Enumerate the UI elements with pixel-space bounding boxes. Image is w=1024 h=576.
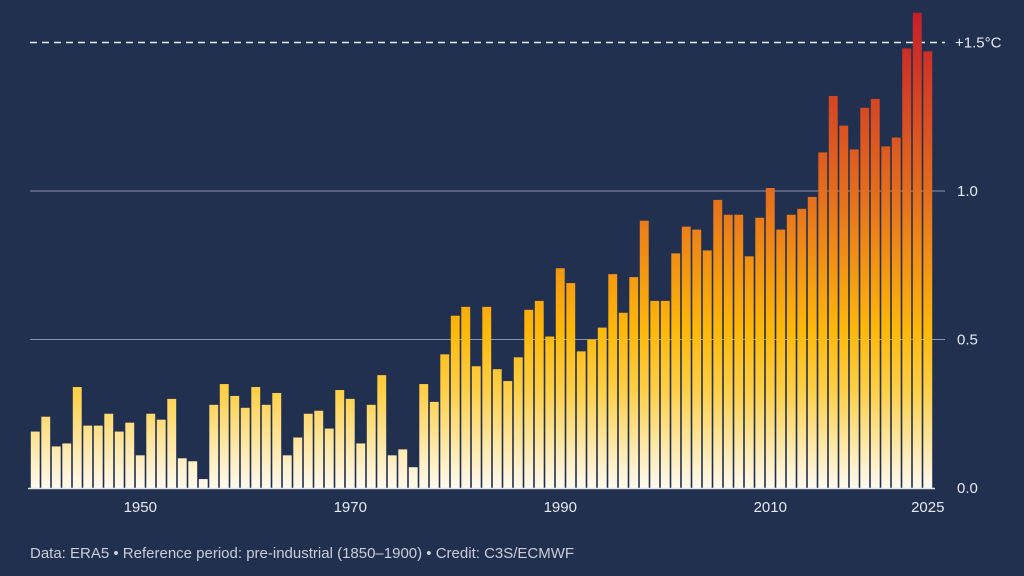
bar-1956	[198, 479, 208, 488]
bar-2024	[912, 12, 922, 489]
x-tick-label: 2025	[911, 499, 944, 516]
bar-2001	[671, 253, 681, 488]
bar-2022	[891, 137, 901, 489]
bar-1959	[230, 395, 240, 488]
bar-1990	[555, 268, 565, 488]
bar-2006	[723, 214, 733, 488]
bar-2021	[881, 146, 891, 488]
bar-1971	[356, 443, 366, 488]
bar-1940	[30, 431, 40, 488]
bar-2015	[818, 152, 828, 488]
bar-1976	[408, 467, 418, 488]
bar-1978	[429, 401, 439, 488]
bar-2012	[786, 214, 796, 488]
bar-1998	[639, 220, 649, 488]
bar-1973	[377, 375, 387, 488]
y-tick-label: 0.0	[957, 480, 978, 497]
bar-1955	[188, 461, 198, 488]
bar-2023	[902, 48, 912, 488]
bar-1997	[629, 277, 639, 488]
reference-label: +1.5°C	[955, 35, 1002, 52]
bar-1948	[114, 431, 124, 488]
bar-2002	[681, 226, 691, 488]
x-tick-label: 2010	[754, 499, 787, 516]
bar-2016	[828, 95, 838, 489]
bar-2003	[692, 229, 702, 489]
bar-1980	[450, 315, 460, 488]
bar-1969	[335, 389, 345, 488]
bar-2018	[849, 149, 859, 489]
bar-2013	[797, 208, 807, 488]
bar-1944	[72, 387, 82, 488]
bar-1972	[366, 404, 376, 488]
bar-1991	[566, 283, 576, 488]
bar-1989	[545, 336, 555, 488]
bar-2017	[839, 125, 849, 488]
bar-1952	[156, 419, 166, 488]
bar-1993	[587, 339, 597, 488]
bar-1975	[398, 449, 408, 488]
bar-1974	[387, 455, 397, 488]
bar-1950	[135, 455, 145, 488]
bar-1983	[482, 306, 492, 488]
bar-1954	[177, 458, 187, 488]
bar-1992	[576, 351, 586, 488]
bar-1964	[282, 455, 292, 488]
bar-1967	[314, 410, 324, 488]
bar-1982	[471, 366, 481, 488]
bar-2008	[744, 256, 754, 488]
bar-2007	[734, 214, 744, 488]
bar-1986	[513, 357, 523, 488]
bar-1963	[272, 392, 282, 488]
bar-1947	[104, 413, 114, 488]
bar-1977	[419, 384, 429, 488]
bar-1961	[251, 387, 261, 488]
bar-1957	[209, 404, 219, 488]
bar-1979	[440, 354, 450, 488]
bar-1985	[503, 381, 513, 488]
x-tick-label: 1970	[334, 499, 367, 516]
bar-1966	[303, 413, 313, 488]
bar-1970	[345, 398, 355, 488]
x-tick-label: 1990	[544, 499, 577, 516]
credit-text: Data: ERA5 • Reference period: pre-indus…	[30, 545, 575, 562]
bar-1958	[219, 384, 229, 488]
bar-1995	[608, 274, 618, 488]
bar-1999	[650, 300, 660, 488]
bar-1988	[534, 300, 544, 488]
bar-1981	[461, 306, 471, 488]
bar-1960	[240, 407, 250, 488]
bar-2010	[765, 188, 775, 488]
bar-2025	[923, 51, 933, 488]
bar-1942	[51, 446, 61, 488]
bar-2011	[776, 229, 786, 489]
bar-2019	[860, 107, 870, 488]
bar-1996	[618, 312, 628, 488]
bar-1987	[524, 309, 534, 488]
bar-1941	[41, 416, 51, 488]
y-tick-label: 1.0	[957, 183, 978, 200]
bar-2009	[755, 217, 765, 489]
bar-1962	[261, 404, 271, 488]
bar-2004	[702, 250, 712, 488]
bar-1943	[62, 443, 72, 488]
bar-1968	[324, 428, 334, 488]
x-tick-label: 1950	[124, 499, 157, 516]
bar-1945	[83, 425, 93, 488]
bar-1949	[125, 422, 135, 488]
bar-1946	[93, 425, 103, 488]
bar-1994	[597, 327, 607, 488]
bar-1965	[293, 437, 303, 488]
bar-2020	[870, 98, 880, 489]
bar-2005	[713, 199, 723, 488]
bar-2000	[660, 300, 670, 488]
y-tick-label: 0.5	[957, 332, 978, 349]
bar-1951	[146, 413, 156, 488]
bar-1984	[492, 369, 502, 488]
bar-1953	[167, 398, 177, 488]
bar-2014	[807, 196, 817, 488]
